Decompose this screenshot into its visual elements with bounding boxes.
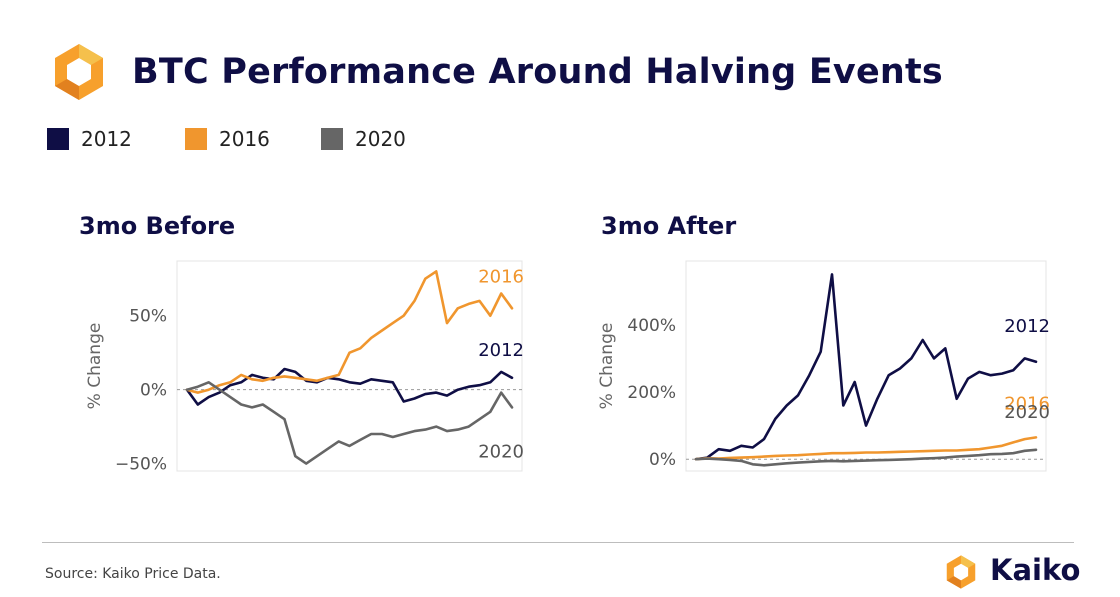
chart-title-before: 3mo Before xyxy=(79,212,236,240)
legend-label: 2016 xyxy=(219,127,270,151)
series-end-label: 2012 xyxy=(1004,316,1050,337)
chart-title-after: 3mo After xyxy=(601,212,737,240)
series-line-2020 xyxy=(185,381,514,465)
brand-logo: Kaiko xyxy=(942,551,1082,591)
series-end-label: 2020 xyxy=(1004,402,1050,423)
plot-area xyxy=(176,260,523,472)
series-line-2012 xyxy=(185,367,514,406)
legend-swatch xyxy=(321,128,343,150)
series-end-label: 2016 xyxy=(1004,393,1050,414)
series-line-2016 xyxy=(694,436,1038,461)
kaiko-hexagon-icon xyxy=(55,44,103,100)
plot-area xyxy=(685,260,1047,472)
series-line-2020 xyxy=(694,448,1038,467)
y-tick-label: 50% xyxy=(129,307,167,327)
series-line-2012 xyxy=(694,273,1038,461)
y-tick-label: 0% xyxy=(649,450,676,470)
y-tick-label: 200% xyxy=(627,383,676,403)
y-tick-label: 0% xyxy=(140,381,167,401)
series-end-label: 2016 xyxy=(478,266,524,287)
y-tick-label: 400% xyxy=(627,316,676,336)
y-tick-label: −50% xyxy=(115,455,167,475)
y-axis-label: % Change xyxy=(85,323,105,410)
series-line-2016 xyxy=(185,270,514,394)
legend-swatch xyxy=(185,128,207,150)
legend-label: 2020 xyxy=(355,127,406,151)
footer-divider xyxy=(42,542,1074,543)
kaiko-hexagon-icon xyxy=(946,555,976,589)
page-title: BTC Performance Around Halving Events xyxy=(132,52,943,92)
legend-label: 2012 xyxy=(81,127,132,151)
y-axis-label: % Change xyxy=(597,323,617,410)
source-note: Source: Kaiko Price Data. xyxy=(45,566,221,582)
series-end-label: 2020 xyxy=(478,441,524,462)
legend-swatch xyxy=(47,128,69,150)
brand-name: Kaiko xyxy=(990,553,1081,587)
chart-before: 50% 0% −50% % Change 2012 2016 2020 xyxy=(85,260,524,475)
series-end-label: 2012 xyxy=(478,340,524,361)
